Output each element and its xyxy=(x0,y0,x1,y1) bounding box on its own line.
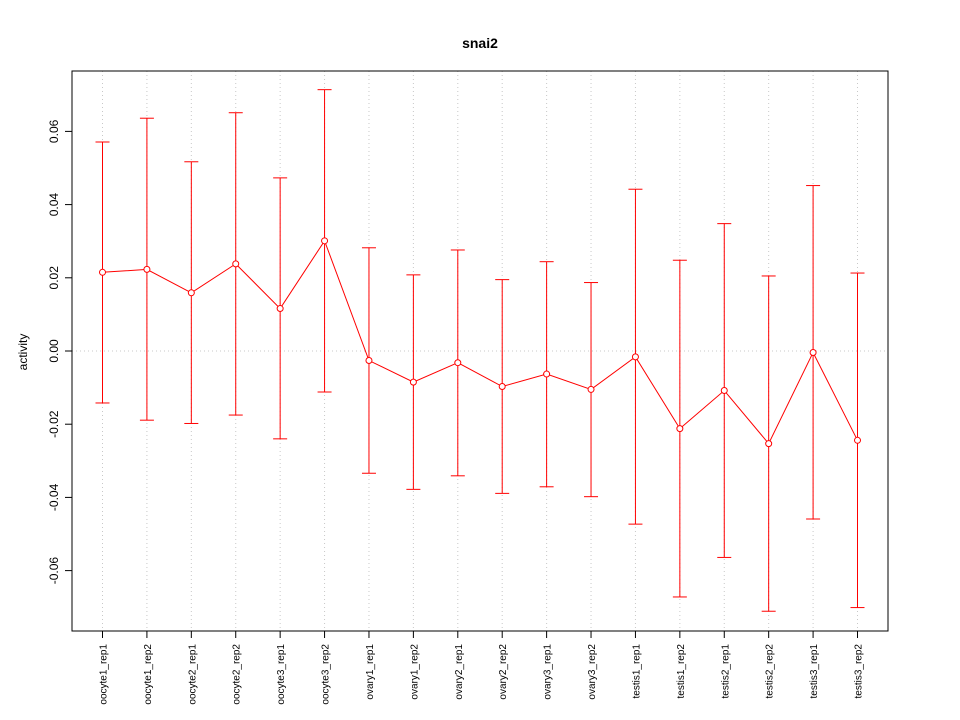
x-tick-label: testis1_rep1 xyxy=(631,644,642,699)
x-tick-label: oocyte1_rep2 xyxy=(143,644,154,705)
data-point xyxy=(676,425,684,433)
y-tick-label: -0.02 xyxy=(47,410,61,438)
x-tick-label: ovary3_rep1 xyxy=(543,644,554,700)
data-point xyxy=(587,385,595,393)
data-point xyxy=(365,357,373,365)
data-point xyxy=(720,387,728,395)
data-point xyxy=(409,378,417,386)
x-tick-label: ovary3_rep2 xyxy=(587,644,598,700)
x-tick-label: oocyte1_rep1 xyxy=(99,644,110,705)
x-tick-label: oocyte3_rep2 xyxy=(321,644,332,705)
series-layer xyxy=(95,89,865,612)
y-tick-label: 0.02 xyxy=(47,266,61,290)
chart-title: snai2 xyxy=(462,35,498,51)
x-tick-label: oocyte3_rep1 xyxy=(276,644,287,705)
data-point xyxy=(854,436,861,444)
y-tick-label: -0.06 xyxy=(47,557,61,585)
x-tick-label: testis3_rep2 xyxy=(854,644,865,699)
y-tick-label: 0.04 xyxy=(47,193,61,217)
x-tick-label: testis2_rep1 xyxy=(720,644,731,699)
x-tick-label: oocyte2_rep1 xyxy=(187,644,198,705)
y-tick-label: 0.00 xyxy=(47,339,61,363)
x-tick-label: ovary2_rep2 xyxy=(498,644,509,700)
axes-layer: -0.06 -0.04 -0.02 0.00 0.02 0.04 0.06 oocyte1_r… xyxy=(47,119,865,704)
data-point xyxy=(543,370,551,378)
y-axis-label: activity xyxy=(16,334,30,371)
grid-layer xyxy=(72,71,888,631)
data-point xyxy=(498,383,506,391)
data-point xyxy=(187,289,195,297)
data-point xyxy=(321,237,329,245)
x-tick-label: testis3_rep1 xyxy=(809,644,820,699)
y-tick-label: -0.04 xyxy=(47,483,61,511)
data-point xyxy=(454,359,462,367)
series-line xyxy=(102,239,858,445)
data-point xyxy=(276,305,284,313)
x-tick-label: ovary1_rep2 xyxy=(409,644,420,700)
data-point xyxy=(765,440,773,448)
data-point xyxy=(631,353,639,361)
x-tick-label: oocyte2_rep2 xyxy=(232,644,243,705)
data-point xyxy=(232,260,240,268)
x-tick-label: ovary1_rep1 xyxy=(365,644,376,700)
y-tick-label: 0.06 xyxy=(47,119,61,143)
x-tick-label: testis1_rep2 xyxy=(676,644,687,699)
plot-frame xyxy=(71,70,889,632)
data-point xyxy=(809,348,817,356)
x-tick-label: ovary2_rep1 xyxy=(454,644,465,700)
data-point xyxy=(99,268,106,276)
x-tick-label: testis2_rep2 xyxy=(765,644,776,699)
data-point xyxy=(143,265,151,273)
